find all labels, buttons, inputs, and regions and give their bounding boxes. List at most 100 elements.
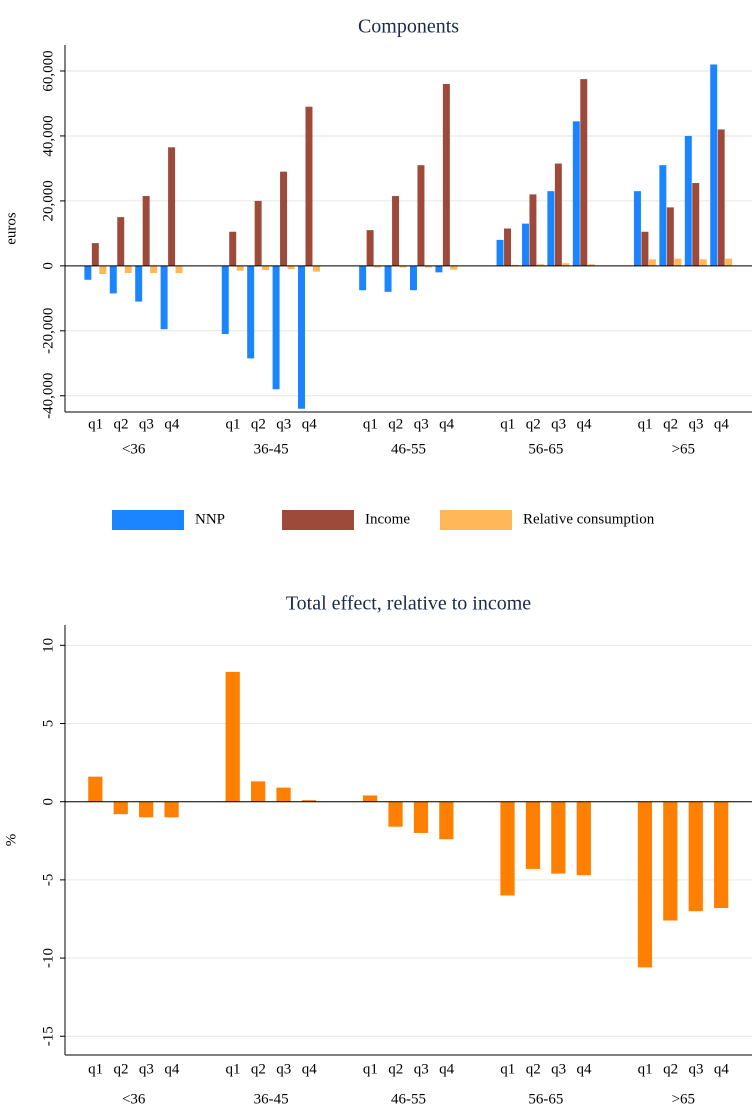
x-tick-label: q3 bbox=[414, 416, 429, 432]
group-label: 46-55 bbox=[391, 441, 426, 457]
legend-label: Income bbox=[365, 511, 410, 527]
bar bbox=[521, 223, 529, 266]
x-tick-label: q3 bbox=[689, 1061, 704, 1077]
bar bbox=[160, 265, 168, 330]
x-tick-label: q2 bbox=[663, 1061, 678, 1077]
x-tick-label: q3 bbox=[276, 416, 291, 432]
x-tick-label: q4 bbox=[439, 1061, 455, 1077]
x-tick-label: q1 bbox=[500, 1061, 515, 1077]
bar bbox=[117, 217, 125, 266]
x-tick-label: q3 bbox=[689, 416, 704, 432]
x-tick-label: q4 bbox=[577, 416, 593, 432]
bar bbox=[409, 265, 417, 291]
x-tick-label: q2 bbox=[663, 416, 678, 432]
bar bbox=[142, 196, 150, 266]
group-label: >65 bbox=[672, 1091, 695, 1107]
bar bbox=[536, 264, 544, 266]
bar bbox=[551, 801, 566, 874]
bar bbox=[305, 106, 313, 266]
y-tick-label: 20,000 bbox=[40, 180, 56, 221]
bar bbox=[135, 265, 143, 302]
bar bbox=[710, 64, 718, 266]
y-tick-label: 10 bbox=[40, 638, 56, 653]
bar bbox=[298, 265, 305, 409]
x-tick-label: q4 bbox=[302, 416, 318, 432]
bar bbox=[251, 781, 266, 802]
bar bbox=[221, 265, 229, 335]
bar bbox=[312, 265, 320, 272]
bar bbox=[572, 121, 580, 266]
bar bbox=[684, 135, 692, 266]
bar bbox=[587, 264, 595, 266]
bar bbox=[84, 265, 92, 280]
group-label: <36 bbox=[122, 441, 146, 457]
group-label: 36-45 bbox=[254, 441, 289, 457]
x-tick-label: q2 bbox=[526, 416, 541, 432]
y-tick-label: -5 bbox=[40, 874, 56, 887]
bar bbox=[633, 191, 641, 266]
x-tick-label: q4 bbox=[714, 416, 730, 432]
bar bbox=[272, 265, 280, 390]
x-tick-label: q4 bbox=[439, 416, 455, 432]
bar bbox=[529, 194, 537, 266]
legend-label: Relative consumption bbox=[523, 511, 655, 527]
x-tick-label: q3 bbox=[551, 1061, 566, 1077]
y-tick-label: -10 bbox=[40, 948, 56, 968]
bar bbox=[714, 801, 729, 909]
bar bbox=[717, 129, 725, 266]
bar bbox=[637, 801, 653, 968]
chart-title: Total effect, relative to income bbox=[286, 593, 531, 615]
x-tick-label: q1 bbox=[88, 416, 103, 432]
bar bbox=[725, 258, 733, 266]
x-tick-label: q1 bbox=[363, 1061, 378, 1077]
bar bbox=[262, 265, 270, 271]
x-tick-label: q4 bbox=[164, 1061, 180, 1077]
bar bbox=[399, 265, 407, 268]
legend-swatch bbox=[440, 510, 512, 530]
bar bbox=[150, 265, 158, 273]
bar bbox=[164, 801, 179, 818]
bar bbox=[91, 243, 99, 266]
bar bbox=[659, 165, 667, 266]
bar bbox=[225, 671, 240, 802]
bar bbox=[554, 163, 562, 266]
bar bbox=[580, 79, 588, 266]
legend-swatch bbox=[112, 510, 184, 530]
x-tick-label: q1 bbox=[363, 416, 378, 432]
y-tick-label: -15 bbox=[40, 1026, 56, 1046]
x-tick-label: q4 bbox=[714, 1061, 730, 1077]
bar bbox=[109, 265, 117, 294]
chart-title: Components bbox=[358, 16, 459, 38]
bar bbox=[236, 265, 244, 271]
x-tick-label: q3 bbox=[276, 1061, 291, 1077]
y-tick-label: 0 bbox=[40, 262, 56, 270]
bar bbox=[276, 787, 291, 802]
x-tick-label: q3 bbox=[551, 416, 566, 432]
bar bbox=[500, 801, 515, 896]
group-label: 46-55 bbox=[391, 1091, 426, 1107]
y-tick-label: -20,000 bbox=[40, 308, 56, 354]
x-tick-label: q2 bbox=[388, 1061, 403, 1077]
x-tick-label: q3 bbox=[139, 416, 154, 432]
y-tick-label: -40,000 bbox=[40, 373, 56, 419]
y-tick-label: 0 bbox=[40, 798, 56, 806]
bar bbox=[641, 231, 649, 266]
y-axis-label: % bbox=[3, 834, 19, 847]
x-tick-label: q4 bbox=[302, 1061, 318, 1077]
bar bbox=[688, 801, 703, 912]
bar bbox=[392, 196, 400, 266]
bar bbox=[113, 801, 128, 815]
x-tick-label: q1 bbox=[500, 416, 515, 432]
bar bbox=[435, 265, 443, 273]
x-tick-label: q2 bbox=[113, 1061, 128, 1077]
bar bbox=[562, 263, 570, 266]
bar bbox=[139, 801, 154, 818]
bar bbox=[254, 200, 262, 266]
x-tick-label: q1 bbox=[225, 416, 240, 432]
y-tick-label: 40,000 bbox=[40, 115, 56, 156]
bar bbox=[247, 265, 255, 359]
x-tick-label: q4 bbox=[164, 416, 180, 432]
bar bbox=[366, 230, 374, 266]
y-axis-label: euros bbox=[3, 212, 19, 245]
bar bbox=[413, 801, 429, 833]
